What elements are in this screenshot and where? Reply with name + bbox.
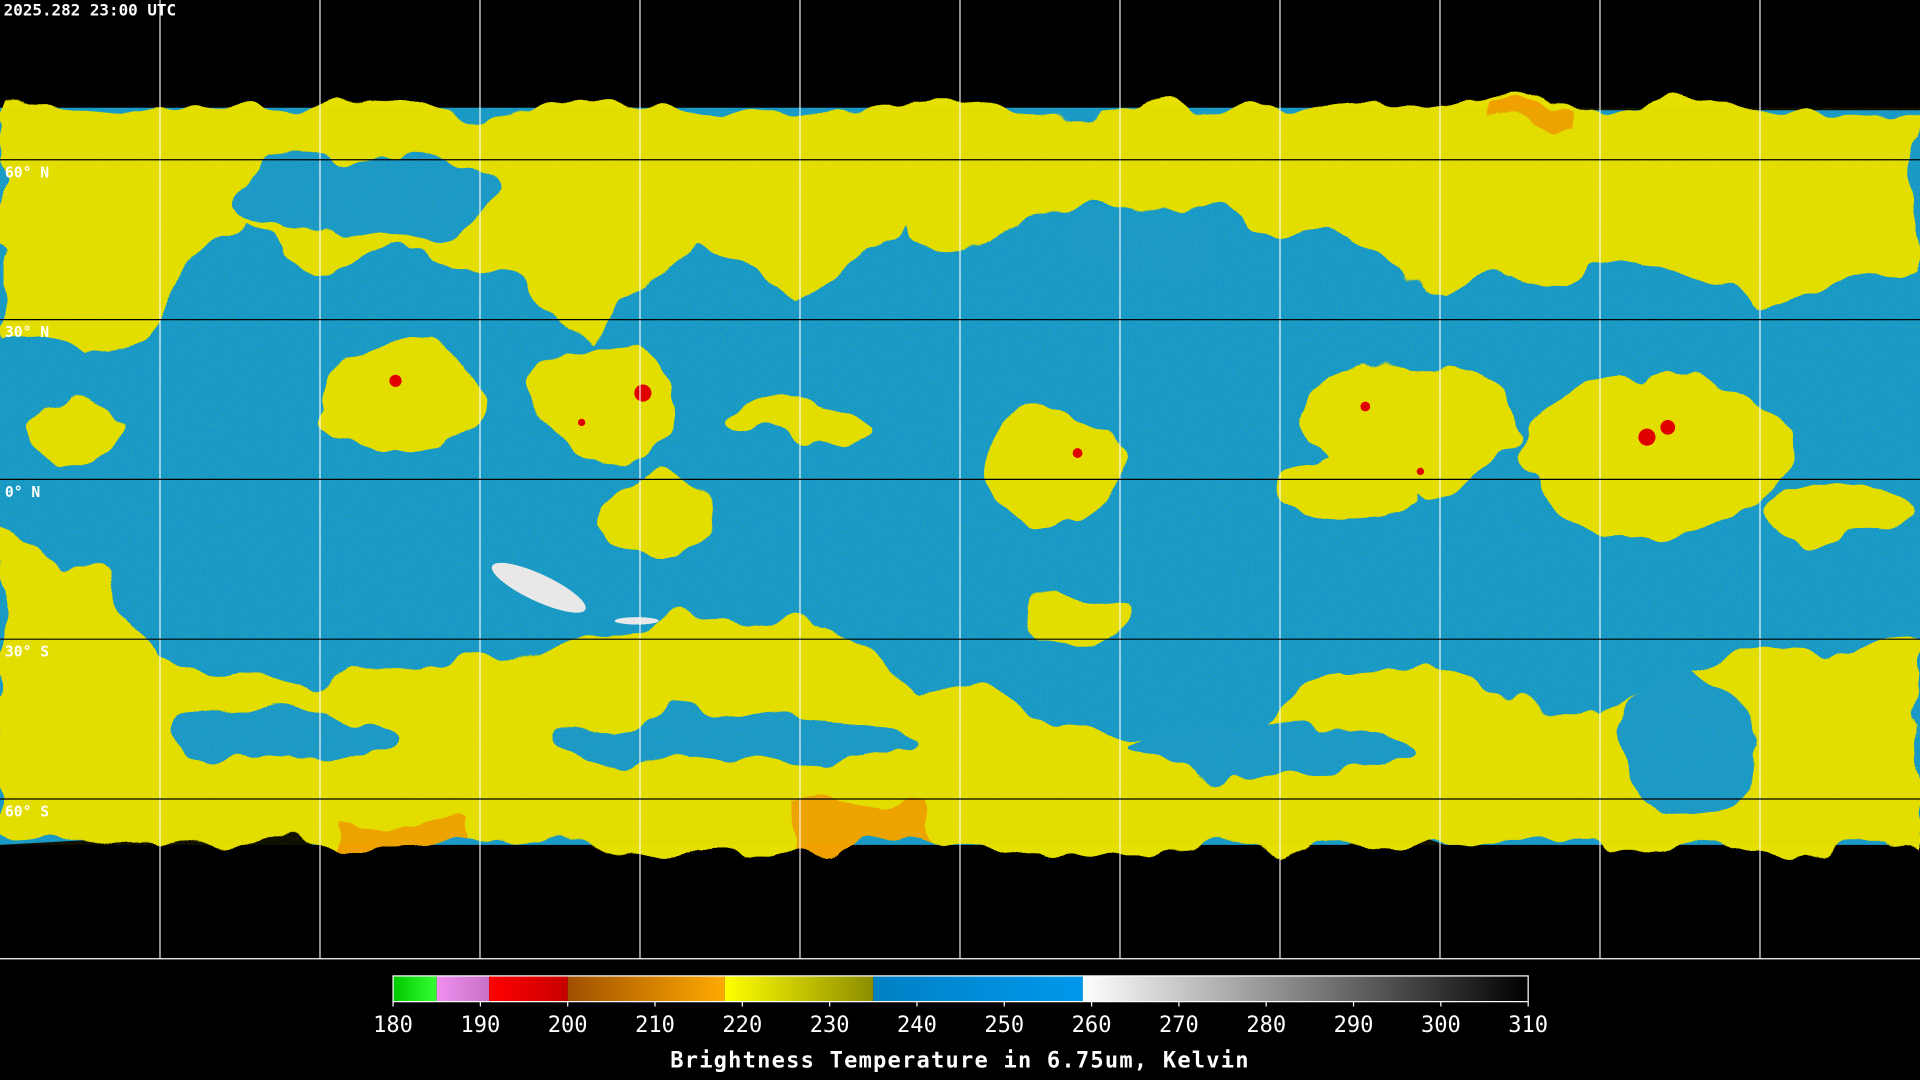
colorbar-tick-label: 310 xyxy=(1508,1013,1548,1038)
dry-area xyxy=(491,562,586,613)
timestamp: 2025.282 23:00 UTC xyxy=(4,1,176,20)
convective-cores xyxy=(389,374,1676,476)
colorbar-tick-label: 270 xyxy=(1159,1013,1199,1038)
colorbar-segment xyxy=(1082,975,1529,1002)
colorbar: 180 190 200 210 220 230 240 250 260 270 280 290 300 3… xyxy=(373,975,1548,1038)
colorbar-tick-label: 300 xyxy=(1421,1013,1461,1038)
latitude-label: 0° N xyxy=(5,484,40,501)
colorbar-tick-label: 220 xyxy=(722,1013,762,1038)
colorbar-segment xyxy=(489,975,568,1002)
colorbar-tick-label: 240 xyxy=(897,1013,937,1038)
grid xyxy=(159,0,1761,959)
colorbar-tick-label: 180 xyxy=(373,1013,413,1038)
colorbar-segment xyxy=(873,975,1083,1002)
latitude-label: 30° N xyxy=(5,324,49,341)
dry-area xyxy=(614,617,659,625)
colorbar-tick-label: 230 xyxy=(810,1013,850,1038)
colorbar-tick-label: 290 xyxy=(1334,1013,1374,1038)
latitude-label: 60° S xyxy=(5,803,49,820)
latitude-label: 30° S xyxy=(5,644,49,661)
colorbar-label: Brightness Temperature in 6.75um, Kelvin xyxy=(670,1049,1250,1074)
colorbar-tick-label: 260 xyxy=(1072,1013,1112,1038)
colorbar-tick-label: 280 xyxy=(1246,1013,1286,1038)
colorbar-tick-label: 200 xyxy=(548,1013,588,1038)
colorbar-tick-label: 210 xyxy=(635,1013,675,1038)
colorbar-frame xyxy=(392,975,1529,1003)
colorbar-tick-label: 250 xyxy=(984,1013,1024,1038)
colorbar-segment xyxy=(724,975,874,1002)
colorbar-segment xyxy=(393,975,437,1002)
colorbar-tick-label: 190 xyxy=(460,1013,500,1038)
colorbar-segment xyxy=(436,975,490,1002)
colorbar-segment xyxy=(567,975,725,1002)
latitude-label: 60° N xyxy=(5,164,49,181)
